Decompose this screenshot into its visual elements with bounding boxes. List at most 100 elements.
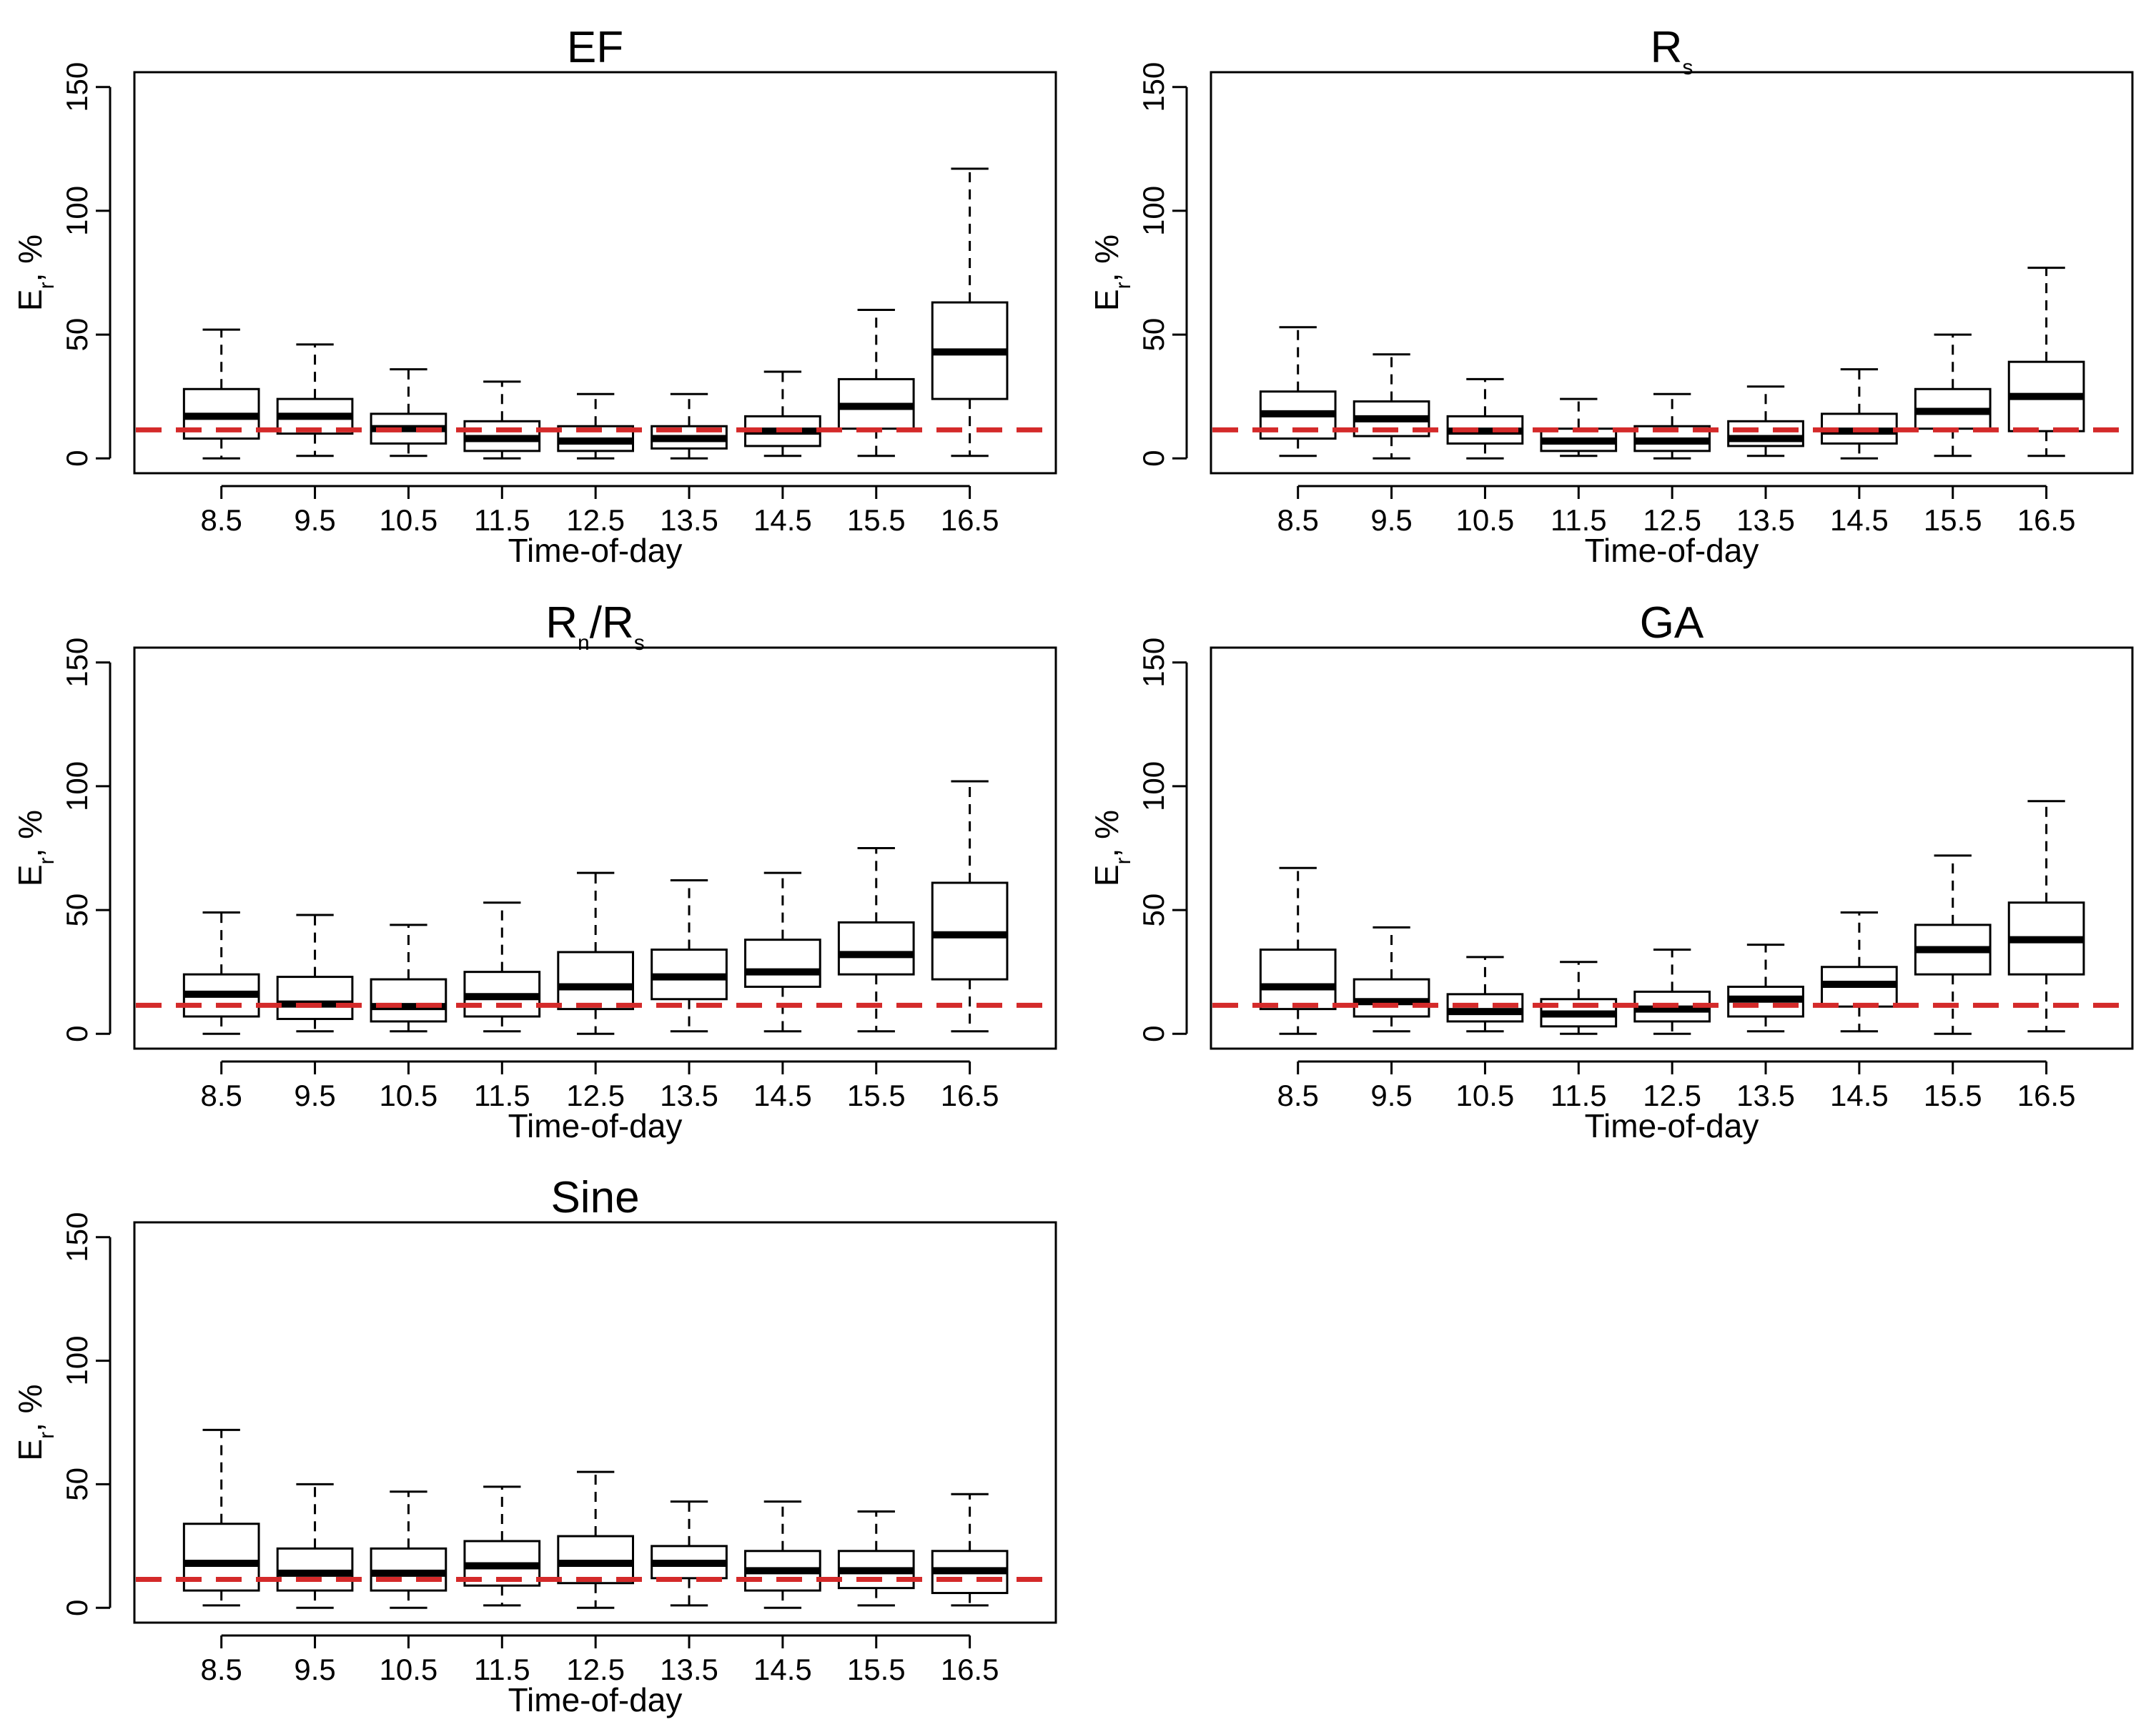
x-tick-label: 8.5 bbox=[1277, 1079, 1319, 1112]
x-tick-label: 10.5 bbox=[380, 503, 438, 537]
y-axis-label-main: E bbox=[11, 1439, 49, 1461]
panel-title-main: GA bbox=[1640, 598, 1704, 648]
iqr-box bbox=[837, 921, 915, 976]
box-16.5 bbox=[931, 167, 1009, 457]
y-axis-label-suffix: , % bbox=[11, 234, 49, 282]
x-tick-label: 8.5 bbox=[201, 503, 242, 537]
x-tick-label: 11.5 bbox=[474, 503, 530, 537]
x-tick-label: 8.5 bbox=[201, 1079, 242, 1112]
box-8.5 bbox=[1259, 866, 1337, 1035]
box-10.5 bbox=[370, 368, 447, 457]
iqr-box bbox=[1446, 993, 1524, 1023]
x-tick-label: 11.5 bbox=[1551, 503, 1607, 537]
y-tick-label: 150 bbox=[1137, 638, 1170, 688]
x-tick-label: 12.5 bbox=[1643, 503, 1701, 537]
x-tick-label: 16.5 bbox=[941, 1079, 999, 1112]
panel-title-main: R bbox=[1651, 23, 1683, 72]
y-tick-label: 150 bbox=[60, 638, 94, 688]
box-9.5 bbox=[1353, 353, 1430, 460]
y-axis-label-subscript: r bbox=[35, 857, 59, 864]
panel-title-main: EF bbox=[567, 23, 623, 72]
box-13.5 bbox=[651, 392, 728, 460]
box-11.5 bbox=[463, 380, 541, 460]
panel-title-subscript: s bbox=[1682, 56, 1693, 79]
panel-title: Sine bbox=[550, 1173, 639, 1222]
y-axis-label-main: E bbox=[1088, 864, 1125, 886]
y-tick-label: 50 bbox=[1137, 894, 1170, 927]
x-tick-label: 16.5 bbox=[941, 503, 999, 537]
y-tick-label: 100 bbox=[60, 1336, 94, 1386]
box-14.5 bbox=[1821, 368, 1898, 460]
x-tick-label: 10.5 bbox=[380, 1653, 438, 1686]
iqr-box bbox=[1727, 420, 1804, 447]
x-tick-label: 16.5 bbox=[2017, 503, 2076, 537]
box-15.5 bbox=[1914, 333, 1992, 457]
x-tick-label: 14.5 bbox=[753, 503, 812, 537]
box-16.5 bbox=[931, 1493, 1009, 1607]
iqr-box bbox=[1259, 948, 1337, 1011]
iqr-box bbox=[744, 939, 821, 988]
x-tick-label: 14.5 bbox=[1830, 503, 1889, 537]
box-15.5 bbox=[837, 308, 915, 457]
panel-1: EF 0 50 100 150 Er, % 8.5 9.5 10.5 11.5 12.5 13.5 14… bbox=[11, 23, 1057, 569]
x-tick-label: 9.5 bbox=[1370, 1079, 1412, 1112]
plot-frame bbox=[133, 71, 1057, 475]
y-axis-label: Er, % bbox=[11, 1384, 59, 1460]
panel-title-mid: /R bbox=[590, 598, 634, 648]
x-tick-label: 10.5 bbox=[380, 1079, 438, 1112]
box-10.5 bbox=[1446, 377, 1524, 460]
box-15.5 bbox=[1914, 854, 1992, 1035]
y-tick-label: 50 bbox=[60, 894, 94, 927]
panel-title-main: R bbox=[545, 598, 578, 648]
x-tick-label: 9.5 bbox=[1370, 503, 1412, 537]
iqr-box bbox=[370, 1547, 447, 1592]
y-axis-label-suffix: , % bbox=[1088, 234, 1125, 282]
x-axis-label: Time-of-day bbox=[1585, 1107, 1759, 1144]
x-tick-label: 13.5 bbox=[660, 503, 718, 537]
x-tick-label: 8.5 bbox=[201, 1653, 242, 1686]
panel-title-main: Sine bbox=[550, 1173, 639, 1222]
x-tick-label: 14.5 bbox=[1830, 1079, 1889, 1112]
x-tick-label: 15.5 bbox=[847, 1079, 906, 1112]
y-axis-label: Er, % bbox=[11, 234, 59, 311]
box-10.5 bbox=[370, 1490, 447, 1609]
y-axis-label-subscript: r bbox=[35, 282, 59, 289]
y-axis-label-main: E bbox=[1088, 289, 1125, 311]
box-14.5 bbox=[744, 1500, 821, 1609]
y-axis-label-suffix: , % bbox=[1088, 810, 1125, 857]
box-11.5 bbox=[1540, 961, 1618, 1035]
box-8.5 bbox=[182, 328, 260, 460]
y-axis-label-main: E bbox=[11, 864, 49, 886]
y-tick-label: 150 bbox=[60, 1212, 94, 1262]
x-tick-label: 11.5 bbox=[1551, 1079, 1607, 1112]
x-tick-label: 16.5 bbox=[2017, 1079, 2076, 1112]
box-10.5 bbox=[1446, 956, 1524, 1033]
x-tick-label: 13.5 bbox=[660, 1079, 718, 1112]
box-9.5 bbox=[276, 914, 354, 1033]
iqr-box bbox=[276, 976, 354, 1020]
box-13.5 bbox=[651, 879, 728, 1033]
x-tick-label: 11.5 bbox=[474, 1079, 530, 1112]
box-15.5 bbox=[837, 1510, 915, 1607]
y-axis-label-subscript: r bbox=[35, 1432, 59, 1439]
plot-frame bbox=[1210, 646, 2134, 1050]
x-tick-label: 12.5 bbox=[566, 1079, 625, 1112]
x-tick-label: 15.5 bbox=[847, 1653, 906, 1686]
y-tick-label: 0 bbox=[60, 1600, 94, 1616]
box-10.5 bbox=[370, 924, 447, 1033]
y-tick-label: 0 bbox=[60, 450, 94, 467]
panel-title: Rs bbox=[1651, 23, 1693, 79]
plot-frame bbox=[133, 1221, 1057, 1624]
box-14.5 bbox=[744, 871, 821, 1033]
box-8.5 bbox=[182, 1428, 260, 1607]
x-axis-label: Time-of-day bbox=[508, 1681, 683, 1718]
x-tick-label: 14.5 bbox=[753, 1653, 812, 1686]
iqr-box bbox=[557, 951, 634, 1011]
x-tick-label: 10.5 bbox=[1456, 503, 1515, 537]
box-11.5 bbox=[463, 901, 541, 1033]
box-12.5 bbox=[557, 1470, 634, 1609]
x-tick-label: 15.5 bbox=[1924, 1079, 1982, 1112]
box-14.5 bbox=[744, 370, 821, 457]
box-9.5 bbox=[1353, 926, 1430, 1033]
